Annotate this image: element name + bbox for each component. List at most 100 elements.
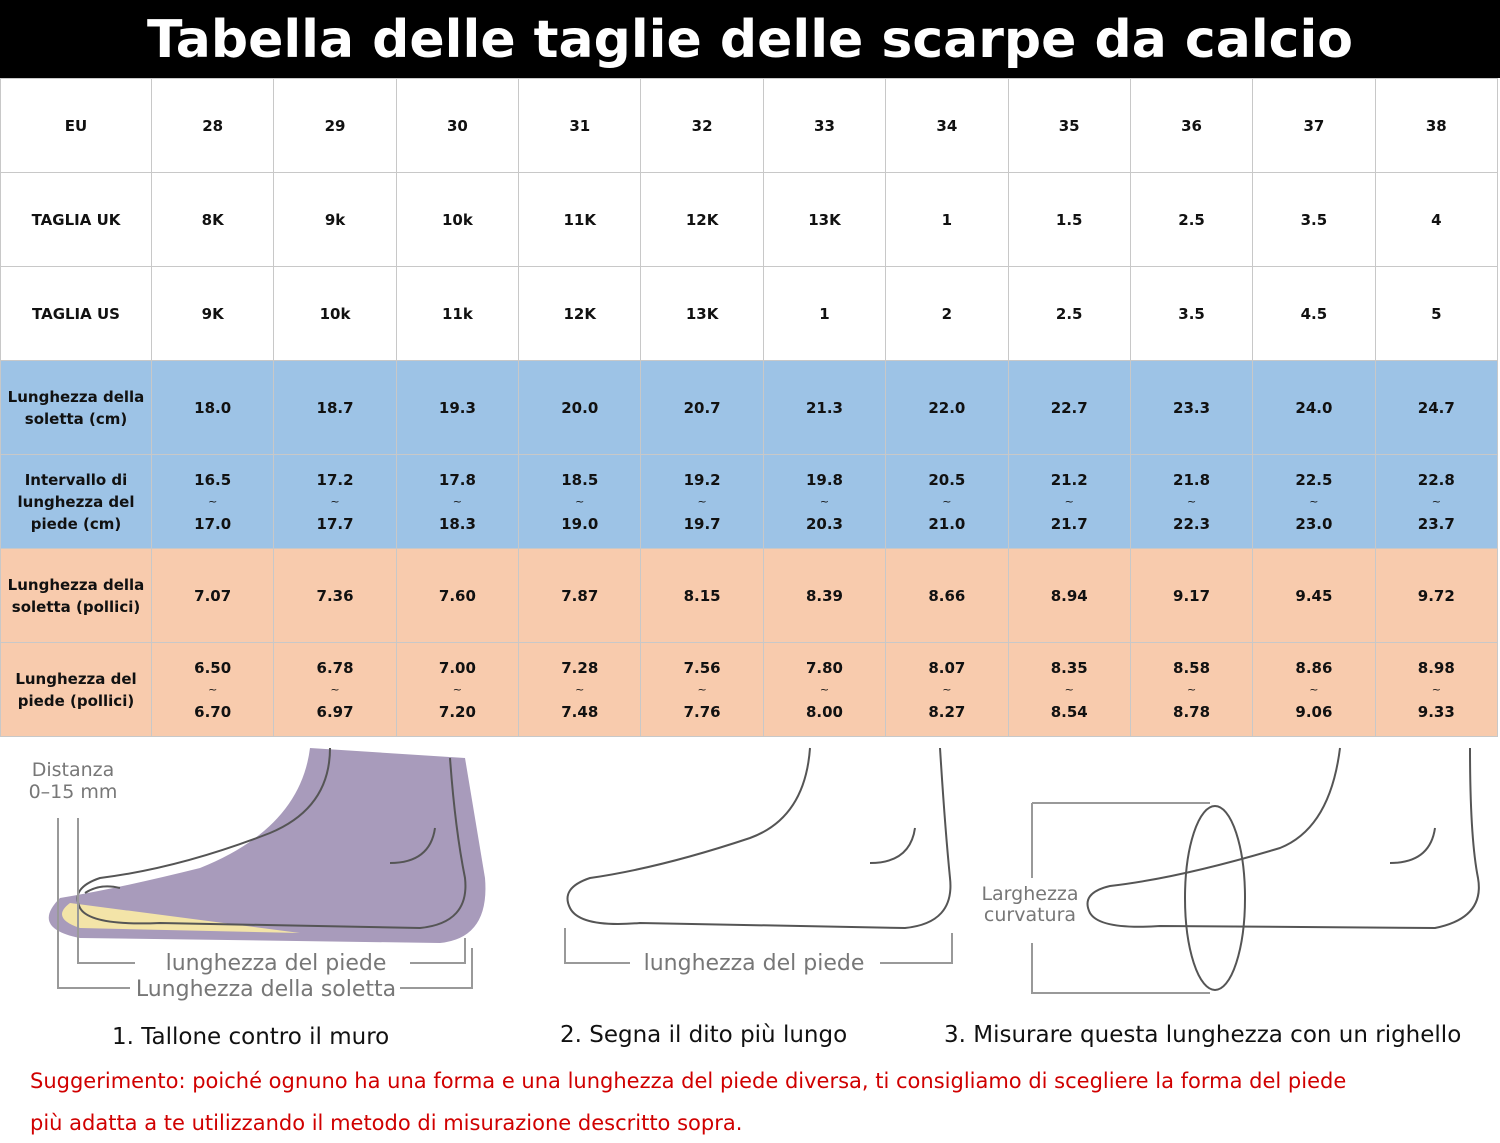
table-row: Lunghezza della soletta (pollici) 7.07 7.3… <box>0 548 1499 643</box>
cell: 5 <box>1374 266 1499 361</box>
row-label: EU <box>0 78 152 173</box>
cell-line: 22.3 <box>1173 514 1211 533</box>
foot-length-label: lunghezza del piede <box>644 951 865 976</box>
cell-line: 19.0 <box>561 514 599 533</box>
cell: 7.80 ~8.00 <box>762 642 887 737</box>
cell: 7.56 ~7.76 <box>640 642 764 737</box>
cell-line: 22.7 <box>1050 398 1088 417</box>
cell: 8.58 ~8.78 <box>1129 642 1254 737</box>
table-row: Intervallo di lunghezza del piede (cm) 16… <box>0 454 1499 549</box>
cell-line: 11K <box>563 210 597 229</box>
cell: 17.8 ~18.3 <box>395 454 520 549</box>
cell-line: 22.8 <box>1417 470 1455 489</box>
cell-line: 3.5 <box>1300 210 1328 229</box>
cell: 8.94 <box>1007 548 1131 643</box>
row-label: Intervallo di lunghezza del piede (cm) <box>0 454 152 549</box>
cell: 7.00 ~7.20 <box>395 642 520 737</box>
cell-line: 19.3 <box>438 398 476 417</box>
cell-line: ~ <box>1064 682 1074 696</box>
cell-line: 23.0 <box>1295 514 1333 533</box>
cell-line: 8.86 <box>1295 658 1333 677</box>
cell-line: ~ <box>1431 494 1441 508</box>
cell: 8.39 <box>762 548 887 643</box>
cell-line: 8.54 <box>1050 702 1088 721</box>
cell-line: 37 <box>1303 116 1325 135</box>
cell: 35 <box>1007 78 1131 173</box>
cell-line: 10k <box>319 304 351 323</box>
cell-line: ~ <box>575 682 585 696</box>
cell-line: 7.76 <box>683 702 721 721</box>
insole-length-label: Lunghezza della soletta <box>136 977 396 1002</box>
table-row: TAGLIA US 9K 10k 11k 12K 13K 1 2 2.5 3.5 4.5 5 <box>0 266 1499 361</box>
cell-line: 17.0 <box>194 514 232 533</box>
cell-line: ~ <box>208 682 218 696</box>
cell-line: 21.7 <box>1050 514 1088 533</box>
cell: 6.78 ~6.97 <box>273 642 397 737</box>
cell-line: 23.3 <box>1173 398 1211 417</box>
cell: 18.5 ~19.0 <box>518 454 642 549</box>
cell-line: 1 <box>941 210 953 229</box>
cell: 8K <box>150 172 275 267</box>
cell: 20.5 ~21.0 <box>885 454 1009 549</box>
cell-line: 6.78 <box>316 658 354 677</box>
cell-line: ~ <box>452 682 462 696</box>
cell: 8.07 ~8.27 <box>885 642 1009 737</box>
cell: 11K <box>518 172 642 267</box>
cell: 21.2 ~21.7 <box>1007 454 1131 549</box>
cell: 8.86 ~9.06 <box>1252 642 1376 737</box>
cell: 18.0 <box>150 360 275 455</box>
cell: 21.3 <box>762 360 887 455</box>
cell-line: 10k <box>441 210 473 229</box>
cell-line: 1 <box>819 304 830 323</box>
cell: 10k <box>395 172 520 267</box>
cell-line: 8.58 <box>1173 658 1211 677</box>
cell-line: 8.39 <box>805 586 843 605</box>
cell-line: 1.5 <box>1055 210 1083 229</box>
cell-line: 2.5 <box>1055 304 1083 323</box>
cell-line: ~ <box>330 494 340 508</box>
cell-line: ~ <box>819 682 830 696</box>
cell: 8.98 ~9.33 <box>1374 642 1499 737</box>
cell-line: 31 <box>569 116 591 135</box>
cell: 8.15 <box>640 548 764 643</box>
cell: 1.5 <box>1007 172 1131 267</box>
cell-line: 21.3 <box>805 398 843 417</box>
cell: 2 <box>885 266 1009 361</box>
cell-line: 13K <box>808 210 841 229</box>
cell-line: 8.35 <box>1050 658 1088 677</box>
cell: 19.3 <box>395 360 520 455</box>
cell: 20.0 <box>518 360 642 455</box>
width-label: Larghezza <box>981 883 1078 905</box>
cell-line: 20.3 <box>805 514 843 533</box>
cell: 22.5 ~23.0 <box>1252 454 1376 549</box>
cell-line: ~ <box>1186 494 1197 508</box>
cell: 37 <box>1252 78 1376 173</box>
cell-line: 17.8 <box>438 470 476 489</box>
cell-line: 36 <box>1181 116 1202 135</box>
cell-line: 38 <box>1425 116 1447 135</box>
cell-line: 33 <box>814 116 835 135</box>
cell-line: 9.17 <box>1173 586 1211 605</box>
table-row: EU 28 29 30 31 32 33 34 35 36 37 38 <box>0 78 1499 173</box>
cell: 7.36 <box>273 548 397 643</box>
distance-label: 0–15 mm <box>29 781 118 803</box>
cell-line: 7.87 <box>561 586 599 605</box>
cell-line: ~ <box>1186 682 1197 696</box>
cell-line: 6.70 <box>194 702 232 721</box>
cell: 9.17 <box>1129 548 1254 643</box>
cell: 20.7 <box>640 360 764 455</box>
row-label: Lunghezza della soletta (pollici) <box>0 548 152 643</box>
cell: 29 <box>273 78 397 173</box>
cell-line: 20.0 <box>561 398 599 417</box>
row-label: Lunghezza del piede (pollici) <box>0 642 152 737</box>
cell-line: 8.98 <box>1417 658 1455 677</box>
cell: 7.07 <box>150 548 275 643</box>
width-label: curvatura <box>984 904 1076 926</box>
cell-line: 7.00 <box>438 658 476 677</box>
cell-line: 21.8 <box>1173 470 1211 489</box>
cell: 9k <box>273 172 397 267</box>
cell-line: 20.5 <box>928 470 966 489</box>
cell: 34 <box>885 78 1009 173</box>
cell-line: 18.5 <box>561 470 599 489</box>
cell-line: 24.7 <box>1417 398 1455 417</box>
